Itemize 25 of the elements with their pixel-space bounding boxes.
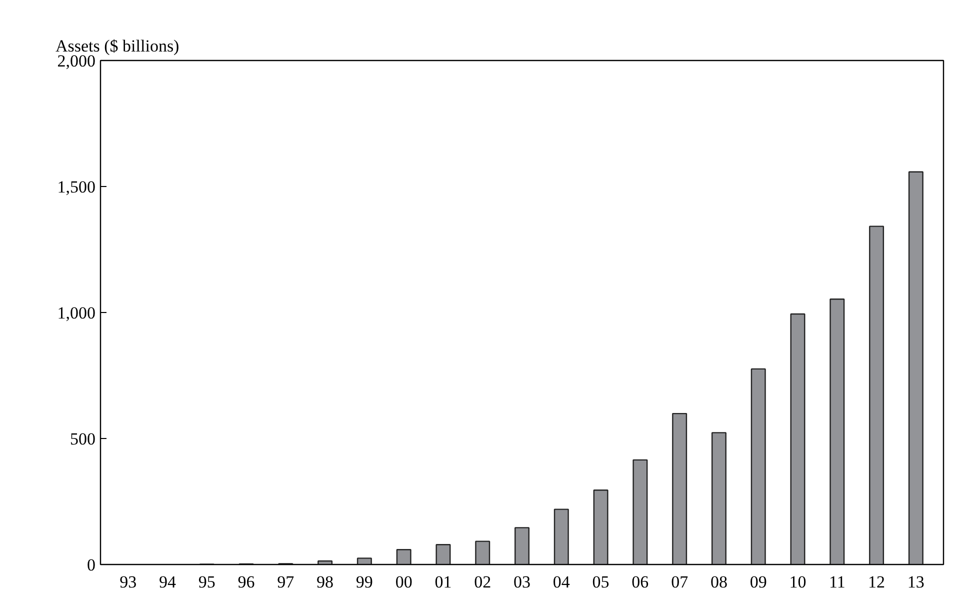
- x-tick-label: 07: [671, 572, 689, 592]
- x-tick-label: 93: [120, 572, 137, 592]
- x-tick-label: 11: [828, 572, 846, 592]
- y-tick-label: 500: [70, 430, 96, 448]
- x-tick-label: 00: [395, 572, 412, 592]
- x-tick-label: 97: [277, 572, 295, 592]
- y-tick-label: 1,500: [57, 178, 96, 196]
- y-tick-label: 1,000: [57, 304, 96, 322]
- x-tick-label: 01: [434, 572, 452, 592]
- x-tick-label: 94: [158, 572, 176, 592]
- x-tick-label: 12: [868, 572, 886, 592]
- x-tick-label: 95: [198, 572, 216, 592]
- x-tick-label: 09: [750, 572, 767, 592]
- y-tick-label: 0: [87, 556, 96, 574]
- x-tick-label: 02: [474, 572, 492, 592]
- x-tick-label: 10: [789, 572, 806, 592]
- x-tick-label: 04: [552, 572, 570, 592]
- x-tick-label: 96: [238, 572, 255, 592]
- x-tick-label: 03: [514, 572, 530, 592]
- x-tick-label: 13: [907, 572, 924, 592]
- x-tick-label: 05: [592, 572, 610, 592]
- x-tick-label: 98: [316, 572, 334, 592]
- x-tick-label: 08: [710, 572, 728, 592]
- x-tick-label: 06: [632, 572, 649, 592]
- x-tick-label: 99: [356, 572, 373, 592]
